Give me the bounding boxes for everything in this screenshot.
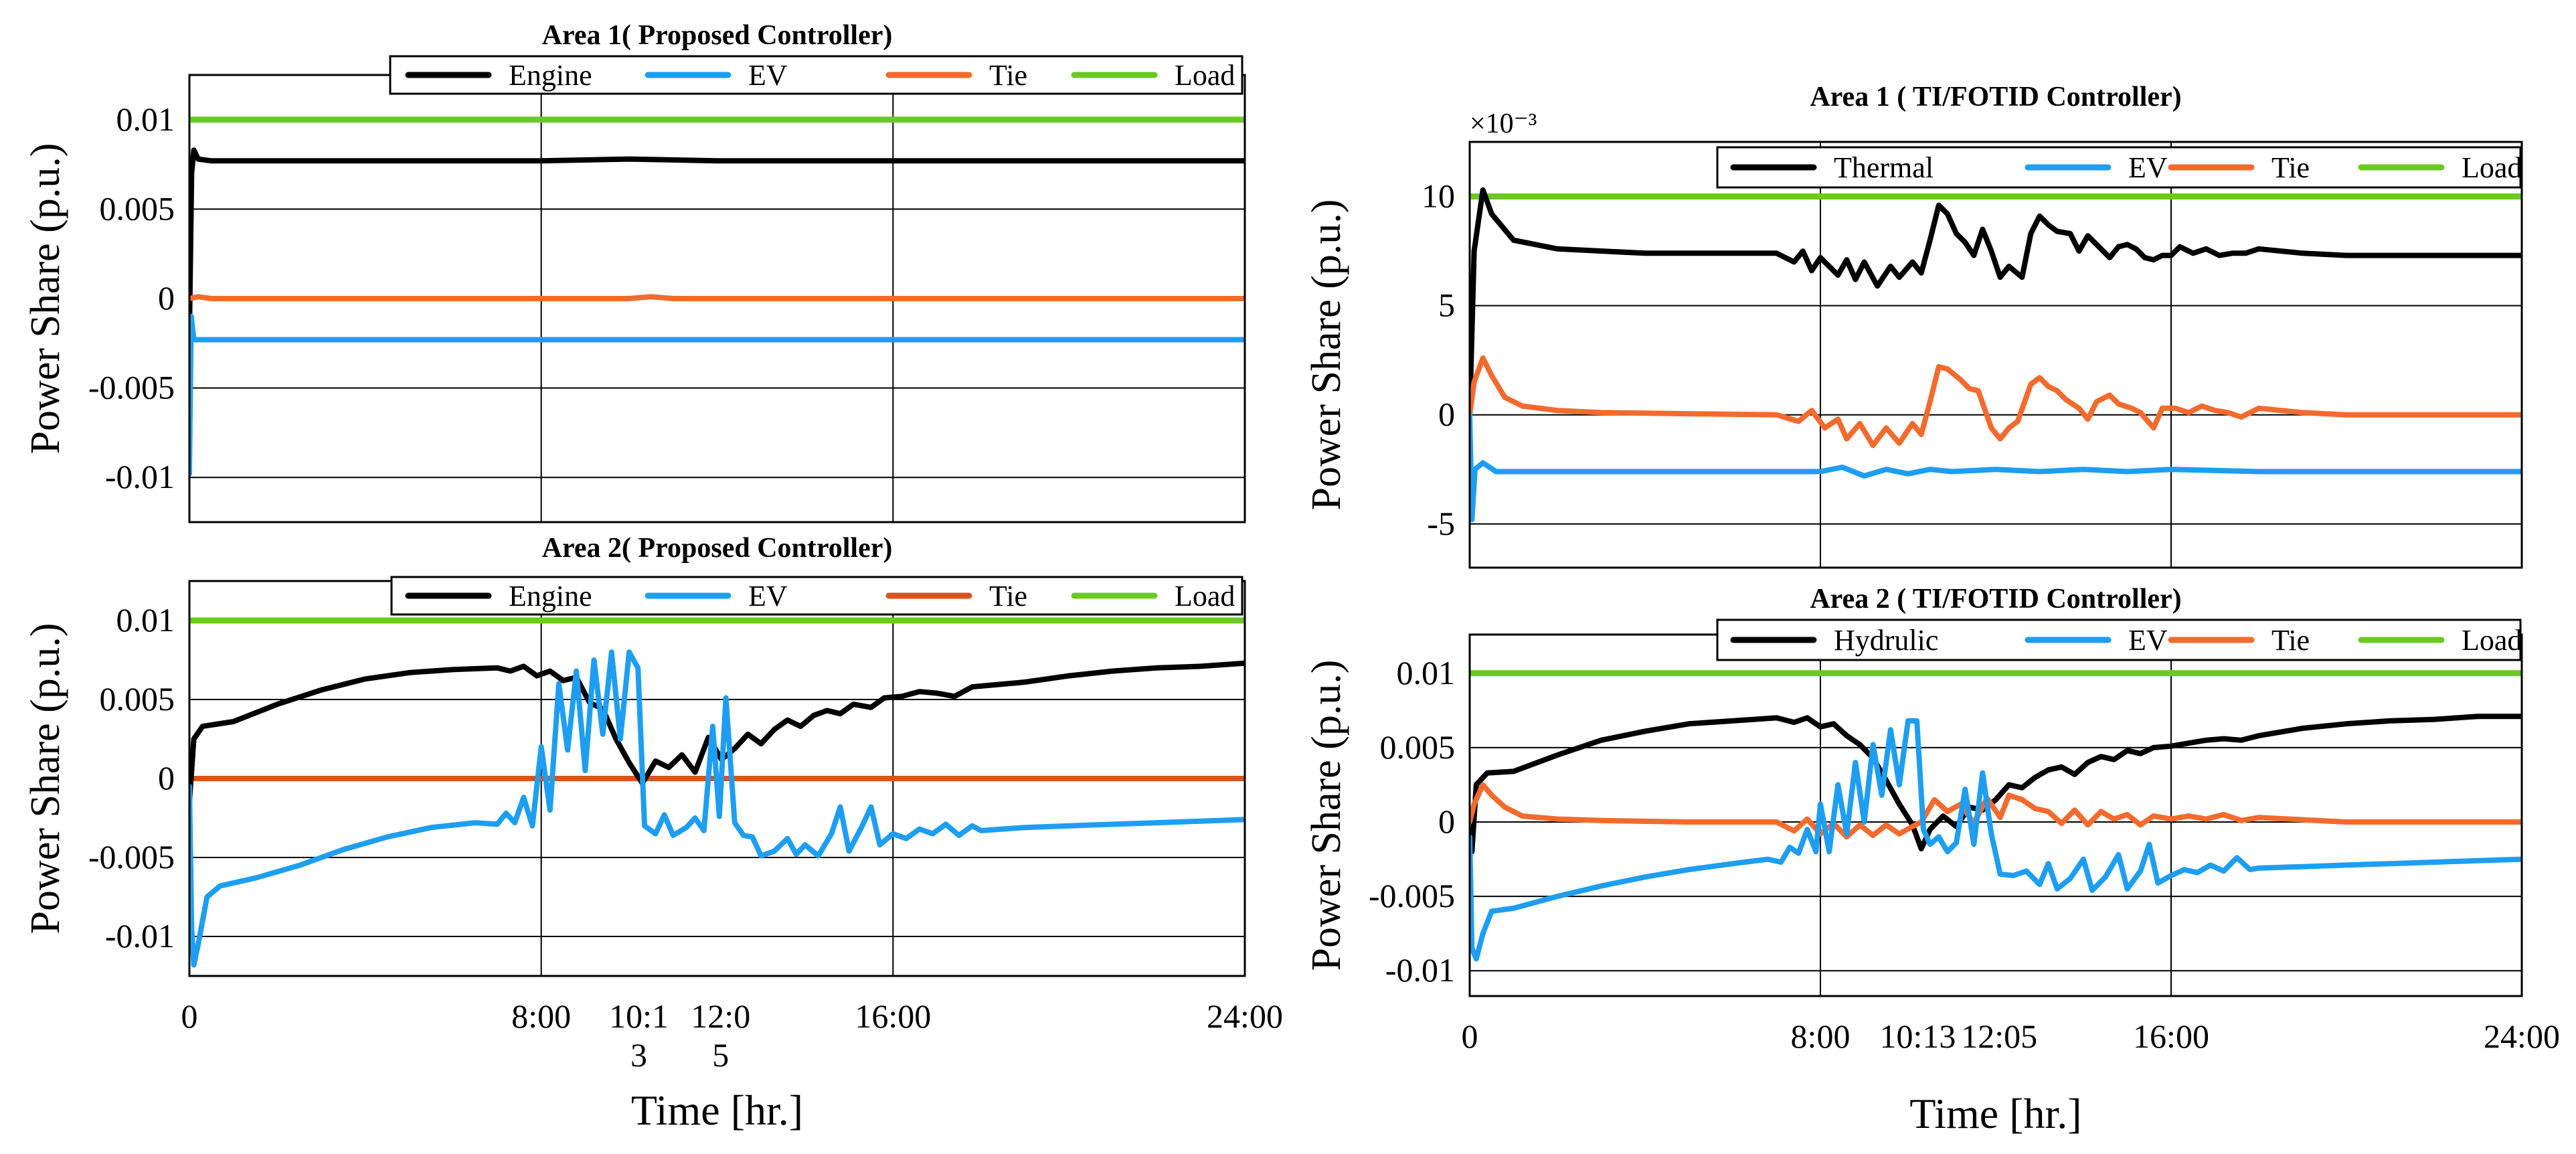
legend-label-hydrulic: Hydrulic <box>1834 624 1938 657</box>
legend-label-ev: EV <box>748 580 788 612</box>
legend-label-load: Load <box>2462 624 2522 657</box>
legend: Engine EV Tie Load <box>389 55 1243 95</box>
legend: Thermal EV Tie Load <box>1716 146 2522 189</box>
y-tick-label: 0.01 <box>1397 654 1456 691</box>
x-tick-label: 0 <box>1462 1017 1478 1055</box>
chart-title: Area 1 ( TI/FOTID Controller) <box>1810 82 2181 112</box>
y-tick-label: -5 <box>1427 505 1455 542</box>
series-line-ev <box>189 649 1245 968</box>
axes-box <box>1468 141 2523 569</box>
x-axis-label: Time [hr.] <box>1909 1090 2081 1137</box>
series-line-ev <box>189 313 1245 477</box>
y-tick-label: 0 <box>1438 803 1455 840</box>
y-tick-label: 10 <box>1422 177 1455 215</box>
x-tick-label: 8:00 <box>1791 1017 1851 1055</box>
x-tick-label: 16:00 <box>2133 1017 2209 1055</box>
chart-title: Area 1( Proposed Controller) <box>542 20 893 51</box>
series-line-ev <box>1470 718 2522 962</box>
y-tick-label: 0 <box>158 759 175 797</box>
legend-label-thermal: Thermal <box>1834 151 1934 184</box>
legend-label-engine: Engine <box>509 580 592 612</box>
y-tick-label: 0 <box>158 279 175 317</box>
chart-area2-proposed: Area 2( Proposed Controller) -0.01 -0.005 0… <box>23 533 1283 1134</box>
y-tick-label: -0.01 <box>105 917 175 955</box>
y-axis-label: Power Share (p.u.) <box>23 143 68 455</box>
legend-label-load: Load <box>2462 151 2522 184</box>
series-line-engine <box>189 660 1245 805</box>
y-axis-label: Power Share (p.u.) <box>1304 660 1349 971</box>
series-line-tie <box>1470 355 2522 448</box>
legend-label-tie: Tie <box>989 59 1027 92</box>
legend-label-ev: EV <box>2128 624 2168 657</box>
y-tick-label: 0 <box>1438 396 1455 433</box>
y-tick-label: -0.005 <box>1369 877 1455 914</box>
chart-area2-tifotid: Area 2 ( TI/FOTID Controller) -0.01 -0.005… <box>1304 584 2560 1137</box>
y-tick-label: -0.01 <box>1385 951 1455 989</box>
legend-label-ev: EV <box>2128 151 2168 184</box>
x-tick-label: 16:00 <box>855 997 931 1035</box>
y-exponent-label: ×10⁻³ <box>1470 108 1537 139</box>
y-tick-label: -0.005 <box>88 369 175 406</box>
legend-label-ev: EV <box>748 59 788 92</box>
x-tick-label: 24:00 <box>2484 1017 2560 1055</box>
legend-label-load: Load <box>1175 580 1235 612</box>
legend-label-load: Load <box>1175 59 1235 92</box>
x-tick-label: 12:05 <box>1961 1017 2037 1055</box>
x-axis-label: Time [hr.] <box>631 1086 803 1134</box>
legend-label-tie: Tie <box>989 580 1027 612</box>
x-tick-label: 10:13 <box>1879 1017 1956 1055</box>
series-line-tie <box>189 294 1245 301</box>
series-line-thermal <box>1470 187 2522 418</box>
y-axis-label: Power Share (p.u.) <box>1304 199 1349 511</box>
y-tick-label: 0.005 <box>1380 728 1456 766</box>
y-tick-label: 0.01 <box>116 601 175 639</box>
y-tick-label: 0.005 <box>100 189 175 227</box>
chart-area1-tifotid: Area 1 ( TI/FOTID Controller) -5 0 5 10 ×10⁻³… <box>1304 82 2523 569</box>
legend: Hydrulic EV Tie Load <box>1716 619 2522 661</box>
x-tick-label: 24:00 <box>1207 997 1283 1035</box>
y-tick-label: 5 <box>1438 286 1455 324</box>
x-tick-label: 0 <box>181 997 198 1035</box>
legend-label-tie: Tie <box>2271 624 2310 657</box>
chart-title: Area 2( Proposed Controller) <box>542 533 893 564</box>
series-line-engine <box>189 147 1245 337</box>
y-axis-label: Power Share (p.u.) <box>23 623 68 934</box>
legend: Engine EV Tie Load <box>390 576 1243 616</box>
series-line-ev <box>1470 412 2522 523</box>
chart-title: Area 2 ( TI/FOTID Controller) <box>1810 584 2181 614</box>
chart-area1-proposed: Area 1( Proposed Controller) -0.01 -0.005 0… <box>23 20 1246 523</box>
legend-label-tie: Tie <box>2271 151 2310 184</box>
y-tick-label: 0.01 <box>116 100 175 138</box>
y-tick-label: -0.01 <box>105 458 175 495</box>
x-tick-label: 8:00 <box>511 997 571 1035</box>
y-tick-label: -0.005 <box>88 838 175 876</box>
y-tick-label: 0.005 <box>100 680 175 718</box>
legend-label-engine: Engine <box>509 59 592 92</box>
